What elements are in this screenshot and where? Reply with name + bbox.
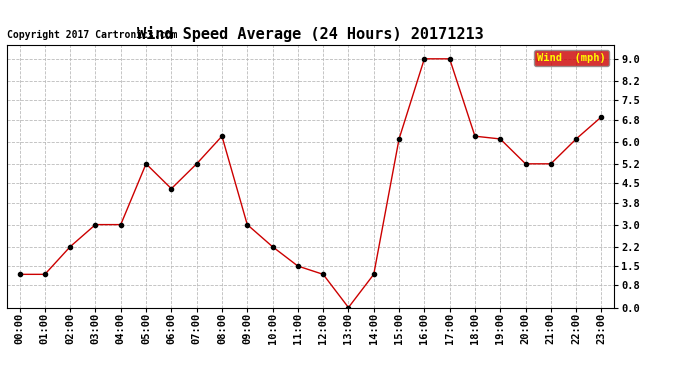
Title: Wind Speed Average (24 Hours) 20171213: Wind Speed Average (24 Hours) 20171213 — [137, 27, 484, 42]
Legend: Wind  (mph): Wind (mph) — [534, 50, 609, 66]
Text: Copyright 2017 Cartronics.com: Copyright 2017 Cartronics.com — [7, 30, 177, 40]
